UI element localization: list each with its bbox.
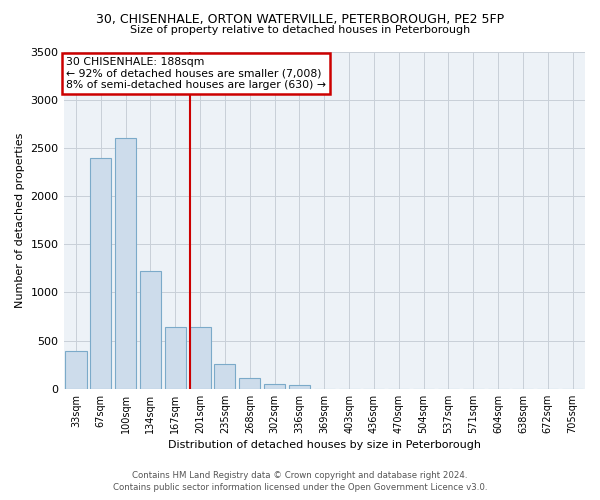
Text: 30 CHISENHALE: 188sqm
← 92% of detached houses are smaller (7,008)
8% of semi-de: 30 CHISENHALE: 188sqm ← 92% of detached … xyxy=(66,56,326,90)
Bar xyxy=(165,327,186,389)
Bar xyxy=(90,158,112,389)
Bar xyxy=(239,378,260,389)
Bar xyxy=(214,364,235,389)
Bar xyxy=(140,271,161,389)
Text: Size of property relative to detached houses in Peterborough: Size of property relative to detached ho… xyxy=(130,25,470,35)
Bar xyxy=(264,384,285,389)
Bar xyxy=(289,386,310,389)
Bar xyxy=(115,138,136,389)
Bar xyxy=(65,351,86,389)
Text: 30, CHISENHALE, ORTON WATERVILLE, PETERBOROUGH, PE2 5FP: 30, CHISENHALE, ORTON WATERVILLE, PETERB… xyxy=(96,12,504,26)
X-axis label: Distribution of detached houses by size in Peterborough: Distribution of detached houses by size … xyxy=(168,440,481,450)
Bar xyxy=(190,327,211,389)
Y-axis label: Number of detached properties: Number of detached properties xyxy=(15,132,25,308)
Text: Contains HM Land Registry data © Crown copyright and database right 2024.
Contai: Contains HM Land Registry data © Crown c… xyxy=(113,471,487,492)
